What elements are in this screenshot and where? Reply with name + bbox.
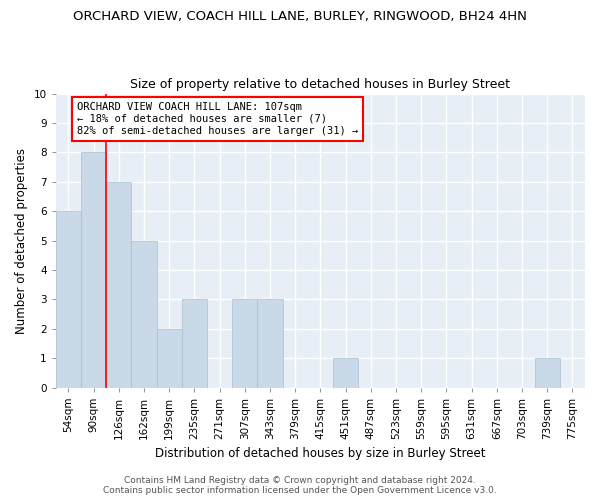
Text: ORCHARD VIEW, COACH HILL LANE, BURLEY, RINGWOOD, BH24 4HN: ORCHARD VIEW, COACH HILL LANE, BURLEY, R… bbox=[73, 10, 527, 23]
Bar bbox=[232, 300, 257, 388]
Bar bbox=[535, 358, 560, 388]
Bar bbox=[333, 358, 358, 388]
Bar bbox=[131, 240, 157, 388]
Bar bbox=[106, 182, 131, 388]
Text: ORCHARD VIEW COACH HILL LANE: 107sqm
← 18% of detached houses are smaller (7)
82: ORCHARD VIEW COACH HILL LANE: 107sqm ← 1… bbox=[77, 102, 358, 136]
X-axis label: Distribution of detached houses by size in Burley Street: Distribution of detached houses by size … bbox=[155, 447, 485, 460]
Bar bbox=[81, 152, 106, 388]
Bar bbox=[182, 300, 207, 388]
Bar bbox=[56, 211, 81, 388]
Bar bbox=[257, 300, 283, 388]
Bar bbox=[157, 328, 182, 388]
Title: Size of property relative to detached houses in Burley Street: Size of property relative to detached ho… bbox=[130, 78, 511, 91]
Text: Contains HM Land Registry data © Crown copyright and database right 2024.
Contai: Contains HM Land Registry data © Crown c… bbox=[103, 476, 497, 495]
Y-axis label: Number of detached properties: Number of detached properties bbox=[15, 148, 28, 334]
